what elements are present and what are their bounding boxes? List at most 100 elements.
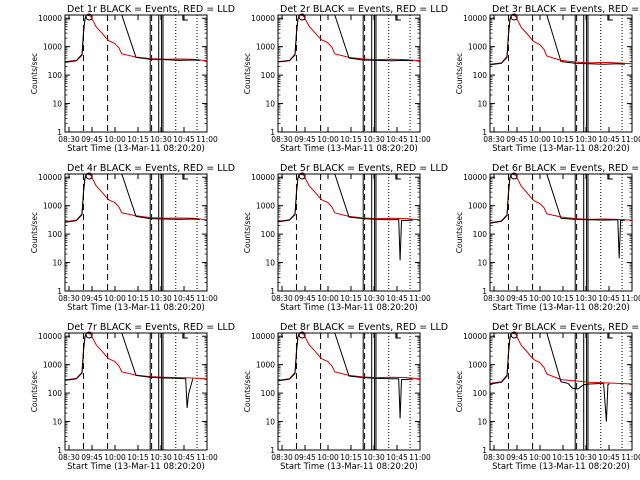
y-tick-label: 10000 — [251, 173, 275, 182]
x-tick-label: 10:30 — [575, 453, 597, 462]
plot-frame — [489, 332, 633, 451]
x-axis-label: Start Time (13-Mar-11 08:20:20) — [280, 144, 418, 154]
y-axis-label: Counts/sec — [243, 212, 252, 253]
y-axis-label: Counts/sec — [455, 371, 464, 412]
x-tick-label: 10:15 — [552, 294, 574, 303]
y-tick-label: 100 — [261, 71, 276, 80]
x-tick-label: 08:30 — [58, 453, 80, 462]
chart-panel-9: Det 9r BLACK = Events, RED = LLD 1 10 100 10… — [455, 322, 640, 472]
chart-title: Det 6r BLACK = Events, RED = LLD — [492, 163, 640, 174]
y-tick-label: 10 — [265, 100, 275, 109]
x-tick-label: 10:30 — [150, 294, 172, 303]
plot-frame — [64, 173, 208, 292]
y-tick-label: 10000 — [251, 332, 275, 341]
y-axis-label: Counts/sec — [30, 371, 39, 412]
chart-panel-6: Det 6r BLACK = Events, RED = LLD 1 10 100 10… — [455, 163, 640, 313]
lld-series-line — [489, 14, 633, 65]
y-axis-label: Counts/sec — [455, 212, 464, 253]
y-tick-label: 10000 — [463, 332, 487, 341]
y-tick-label: 100 — [473, 230, 488, 239]
y-tick-label: 10 — [52, 100, 62, 109]
bracket-marker — [607, 333, 613, 339]
y-tick-label: 10000 — [38, 173, 62, 182]
x-tick-label: 10:45 — [386, 294, 408, 303]
y-tick-label: 1 — [482, 446, 487, 455]
x-tick-label: 10:00 — [317, 453, 339, 462]
x-tick-label: 10:45 — [386, 453, 408, 462]
bracket-marker — [182, 333, 188, 339]
y-tick-label: 1 — [57, 128, 62, 137]
chart-title: Det 2r BLACK = Events, RED = LLD — [280, 4, 448, 15]
lld-series-line — [277, 332, 421, 381]
lld-series-line — [277, 173, 421, 222]
x-tick-label: 08:30 — [271, 294, 293, 303]
x-tick-label: 11:00 — [196, 294, 218, 303]
x-tick-label: 10:45 — [386, 135, 408, 144]
chart-panel-2: Det 2r BLACK = Events, RED = LLD 1 10 100 10… — [243, 4, 448, 154]
x-tick-label: 10:45 — [598, 135, 620, 144]
lld-series-line — [489, 173, 633, 224]
events-series-line — [489, 173, 625, 259]
chart-title: Det 8r BLACK = Events, RED = LLD — [280, 322, 448, 333]
x-tick-label: 10:00 — [529, 135, 551, 144]
x-axis-label: Start Time (13-Mar-11 08:20:20) — [492, 462, 630, 472]
y-tick-label: 100 — [48, 71, 63, 80]
y-tick-label: 1 — [57, 287, 62, 296]
y-tick-label: 1000 — [256, 202, 275, 211]
y-tick-label: 1 — [270, 128, 275, 137]
events-series-line — [277, 173, 413, 261]
y-tick-label: 1000 — [43, 43, 62, 52]
y-tick-label: 10 — [265, 418, 275, 427]
x-tick-label: 11:00 — [196, 135, 218, 144]
events-series-line — [489, 332, 610, 422]
x-tick-label: 11:00 — [196, 453, 218, 462]
lld-series-line — [64, 332, 208, 381]
y-tick-label: 10 — [477, 100, 487, 109]
x-tick-label: 10:30 — [575, 294, 597, 303]
x-tick-label: 10:45 — [173, 135, 195, 144]
x-tick-label: 09:45 — [294, 135, 316, 144]
chart-panel-4: Det 4r BLACK = Events, RED = LLD 1 10 100 10… — [30, 163, 235, 313]
x-tick-label: 08:30 — [483, 453, 505, 462]
bracket-marker — [395, 174, 401, 180]
y-axis-label: Counts/sec — [30, 212, 39, 253]
x-tick-label: 09:45 — [506, 453, 528, 462]
chart-title: Det 7r BLACK = Events, RED = LLD — [67, 322, 235, 333]
x-tick-label: 09:45 — [506, 135, 528, 144]
x-tick-label: 10:15 — [127, 453, 149, 462]
bracket-marker — [182, 174, 188, 180]
events-series-line — [489, 14, 625, 66]
x-tick-label: 10:00 — [317, 294, 339, 303]
plot-frame — [489, 173, 633, 292]
y-tick-label: 10000 — [38, 14, 62, 23]
chart-title: Det 1r BLACK = Events, RED = LLD — [67, 4, 235, 15]
x-tick-label: 10:15 — [340, 135, 362, 144]
x-tick-label: 08:30 — [483, 135, 505, 144]
chart-panel-8: Det 8r BLACK = Events, RED = LLD 1 10 100 10… — [243, 322, 448, 472]
x-tick-label: 09:45 — [294, 294, 316, 303]
x-tick-label: 10:30 — [575, 135, 597, 144]
chart-title: Det 3r BLACK = Events, RED = LLD — [492, 4, 640, 15]
y-tick-label: 1000 — [468, 43, 487, 52]
events-series-line — [277, 332, 413, 419]
y-tick-label: 10 — [477, 418, 487, 427]
x-axis-label: Start Time (13-Mar-11 08:20:20) — [280, 303, 418, 313]
x-tick-label: 09:45 — [294, 453, 316, 462]
x-axis-label: Start Time (13-Mar-11 08:20:20) — [67, 303, 205, 313]
x-tick-label: 08:30 — [271, 453, 293, 462]
x-tick-label: 09:45 — [81, 135, 103, 144]
events-series-line — [64, 14, 200, 63]
x-tick-label: 11:00 — [621, 294, 640, 303]
y-tick-label: 100 — [48, 230, 63, 239]
chart-title: Det 9r BLACK = Events, RED = LLD — [492, 322, 640, 333]
events-series-line — [277, 14, 413, 63]
y-tick-label: 10000 — [463, 173, 487, 182]
bracket-marker — [395, 15, 401, 21]
y-tick-label: 100 — [48, 389, 63, 398]
plot-frame — [277, 332, 421, 451]
x-tick-label: 10:45 — [598, 294, 620, 303]
x-axis-label: Start Time (13-Mar-11 08:20:20) — [67, 462, 205, 472]
x-tick-label: 10:30 — [363, 135, 385, 144]
x-tick-label: 10:45 — [173, 453, 195, 462]
x-tick-label: 09:45 — [81, 453, 103, 462]
